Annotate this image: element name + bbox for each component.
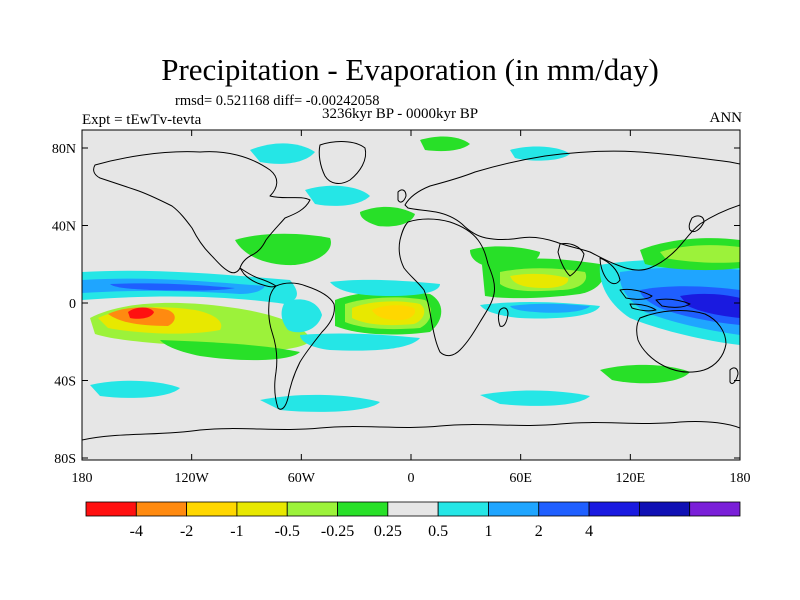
lon-tick-label: 180 (72, 471, 93, 486)
map-title: Precipitation - Evaporation (in mm/day) (161, 52, 659, 87)
colorbar-label: 4 (585, 523, 593, 540)
period-label: 3236kyr BP - 0000kyr BP (322, 106, 479, 122)
colorbar-label: 0.25 (374, 523, 402, 540)
colorbar-swatch (337, 501, 389, 517)
anomaly-negative-region (235, 233, 331, 266)
anomaly-negative-region (510, 273, 569, 288)
colorbar-label: -0.25 (321, 523, 354, 540)
anomaly-positive-region (330, 279, 440, 296)
colorbar-label: -2 (180, 523, 193, 540)
lat-tick-label: 40N (52, 220, 76, 235)
anomaly-positive-region (260, 394, 380, 412)
anomaly-negative-region (360, 206, 415, 227)
colorbar-label: -0.5 (275, 523, 300, 540)
lon-tick-label: 60W (288, 471, 316, 486)
anomaly-positive-region (250, 143, 315, 164)
anomaly-negative-region (160, 340, 300, 361)
coastline-south-america (268, 282, 335, 410)
colorbar-label: -1 (230, 523, 243, 540)
experiment-label: Expt = tEwTv-tevta (82, 112, 202, 128)
lat-tick-label: 80S (54, 452, 76, 467)
coastline-antarctica (82, 421, 740, 441)
coastline-indonesia (619, 289, 691, 312)
coastline-new-zealand (729, 367, 739, 385)
lon-tick-label: 120E (616, 471, 646, 486)
coastlines (82, 141, 740, 441)
anomaly-negative-region (420, 136, 470, 152)
lon-tick-label: 0 (408, 471, 415, 486)
anomaly-positive-region (305, 185, 370, 206)
anomaly-positive-region (281, 299, 322, 333)
anomaly-positive-region (110, 283, 235, 291)
anomaly-negative-region (372, 305, 416, 320)
anomaly-positive-region (510, 146, 570, 161)
anomaly-negative-region (660, 245, 740, 263)
coastline-british-isles (397, 189, 407, 203)
stats-label: rmsd= 0.521168 diff= -0.00242058 (175, 93, 380, 109)
colorbar-swatch (538, 501, 590, 517)
coastline-eurasia (404, 150, 740, 271)
coastline-greenland (318, 141, 367, 184)
anomaly-positive-region (90, 380, 180, 398)
anomaly-fields (82, 136, 740, 412)
colorbar: -4 -2 -1 -0.5 -0.25 0.25 0.5 1 2 4 (85, 501, 741, 540)
anomaly-positive-region (480, 390, 590, 406)
colorbar-swatch (387, 501, 439, 517)
coastline-india (557, 243, 585, 277)
map-panel (82, 130, 740, 460)
colorbar-swatch (437, 501, 489, 517)
anomaly-negative-region (128, 307, 154, 319)
colorbar-swatch (186, 501, 238, 517)
colorbar-swatch (286, 501, 338, 517)
colorbar-swatch (135, 501, 188, 517)
coastline-north-america (93, 151, 311, 274)
colorbar-label: 1 (484, 523, 492, 540)
lat-tick-label: 0 (69, 297, 76, 312)
anomaly-positive-region (680, 293, 740, 318)
colorbar-label: 2 (535, 523, 543, 540)
colorbar-label: -4 (130, 523, 143, 540)
lat-tick-label: 80N (52, 142, 76, 157)
coastline-australia (636, 310, 727, 373)
lon-axis: 180 120W 60W 0 60E 120E 180 (72, 130, 751, 486)
lon-tick-label: 120W (175, 471, 210, 486)
season-label: ANN (709, 110, 743, 126)
colorbar-swatch (689, 501, 741, 517)
lon-tick-label: 60E (509, 471, 532, 486)
lat-axis: 80N 40N 0 40S 80S (52, 142, 740, 467)
anomaly-positive-region (300, 333, 420, 351)
lon-tick-label: 180 (730, 471, 751, 486)
coastline-japan (688, 215, 705, 233)
colorbar-swatch (588, 501, 640, 517)
coastline-madagascar (498, 307, 509, 327)
anomaly-negative-region (600, 364, 690, 384)
anomaly-positive-region (510, 303, 590, 313)
coastline-africa (398, 218, 495, 357)
colorbar-swatch (638, 501, 691, 517)
colorbar-swatch (85, 501, 137, 517)
colorbar-swatch (236, 501, 288, 517)
coastline-southeast-asia (599, 257, 621, 285)
colorbar-swatch (488, 501, 540, 517)
colorbar-label: 0.5 (428, 523, 448, 540)
lat-tick-label: 40S (54, 375, 76, 390)
